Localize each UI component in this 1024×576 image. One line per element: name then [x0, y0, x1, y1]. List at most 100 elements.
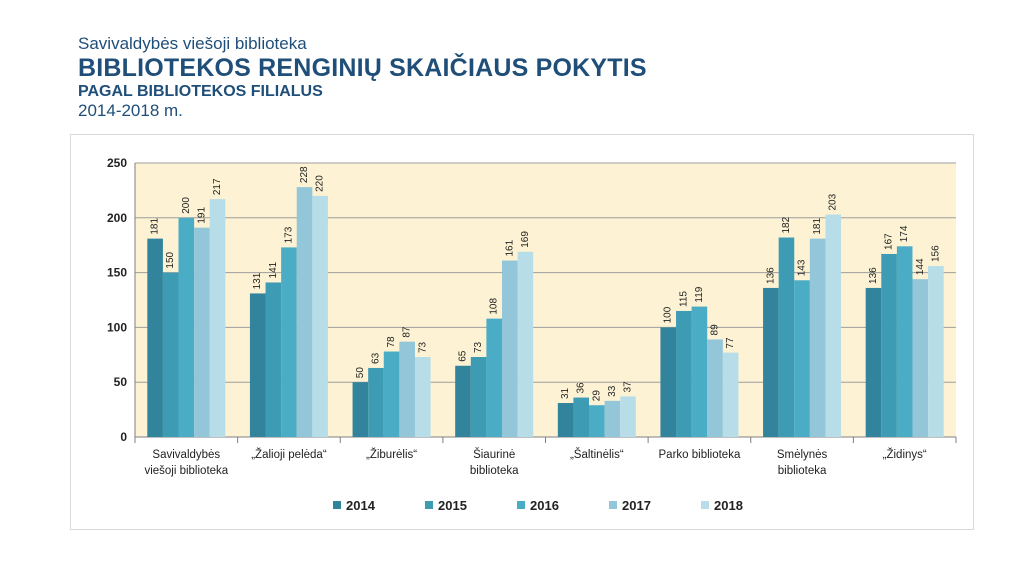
data-label: 89 [710, 324, 721, 336]
data-label: 65 [457, 350, 468, 362]
page-title: BIBLIOTEKOS RENGINIŲ SKAIČIAUS POKYTIS [78, 54, 647, 82]
data-label: 50 [355, 367, 366, 379]
bar [147, 238, 163, 437]
data-label: 141 [268, 261, 279, 278]
data-label: 78 [386, 336, 397, 348]
bar [794, 280, 810, 437]
bar [352, 382, 369, 437]
legend-swatch [333, 501, 341, 509]
data-label: 167 [884, 233, 895, 250]
data-label: 181 [150, 218, 161, 235]
data-label: 37 [623, 381, 634, 393]
bar [881, 253, 897, 437]
data-label: 29 [591, 390, 602, 402]
bar [896, 246, 913, 437]
data-label: 144 [915, 258, 926, 275]
x-tick-label: biblioteka [470, 465, 519, 477]
y-tick-label: 50 [114, 375, 128, 389]
legend-swatch [609, 501, 617, 509]
page-subtitle: PAGAL BIBLIOTEKOS FILIALUS [78, 83, 323, 100]
bar [209, 199, 226, 437]
bar [486, 318, 502, 437]
data-label: 182 [781, 216, 792, 233]
bar [383, 351, 400, 437]
bar [778, 237, 795, 437]
x-tick-label: Savivaldybės [152, 449, 220, 461]
bar [912, 279, 929, 437]
x-tick-label: „Šaltinėlis“ [570, 448, 624, 461]
data-label: 119 [694, 286, 705, 302]
bar [249, 293, 266, 437]
data-label: 77 [725, 337, 736, 349]
data-label: 73 [417, 341, 428, 353]
legend-swatch [425, 501, 433, 509]
bar [194, 227, 210, 437]
legend-label: 2014 [346, 498, 376, 513]
bar [455, 365, 471, 437]
data-label: 217 [212, 178, 223, 195]
data-label: 220 [315, 175, 326, 192]
bar [470, 356, 487, 437]
data-label: 174 [899, 225, 910, 242]
data-label: 33 [607, 385, 618, 397]
y-tick-label: 150 [107, 266, 127, 280]
bar [691, 306, 708, 437]
legend-swatch [517, 501, 525, 509]
data-label: 156 [930, 245, 941, 262]
data-label: 100 [663, 306, 674, 323]
bar [281, 247, 297, 437]
data-label: 136 [765, 267, 776, 284]
data-label: 191 [196, 207, 207, 224]
data-label: 228 [299, 166, 310, 183]
bar [928, 266, 944, 437]
data-label: 150 [165, 251, 176, 268]
data-label: 161 [504, 239, 515, 256]
x-tick-label: „Žalioji pelėda“ [251, 448, 327, 461]
bar [501, 260, 518, 437]
data-label: 36 [576, 382, 587, 394]
x-tick-label: biblioteka [778, 465, 827, 477]
data-label: 143 [797, 259, 808, 276]
bar [296, 187, 313, 437]
data-label: 63 [370, 352, 381, 364]
bar [557, 403, 574, 437]
bar [722, 352, 739, 437]
bar [312, 195, 328, 437]
legend-label: 2015 [438, 498, 467, 513]
bar [676, 310, 692, 437]
data-label: 173 [283, 226, 294, 243]
data-label: 87 [402, 326, 413, 338]
data-label: 181 [812, 218, 823, 235]
bar [399, 341, 415, 437]
bar [865, 287, 882, 437]
bar [660, 327, 677, 437]
y-tick-label: 200 [107, 211, 127, 225]
bar [178, 217, 195, 437]
bar [604, 400, 621, 437]
data-label: 115 [678, 291, 689, 307]
year-range: 2014-2018 m. [78, 101, 183, 120]
bar [162, 272, 179, 437]
y-tick-label: 0 [120, 430, 127, 444]
data-label: 169 [520, 231, 531, 248]
x-tick-label: Smėlynės [777, 449, 828, 461]
bar [573, 397, 590, 437]
data-label: 203 [828, 193, 839, 210]
bar-chart: 0 50 100 150 200 250 181 150 200 191 217 Savivaldyb… [107, 156, 957, 513]
x-tick-label: „Židinys“ [883, 448, 927, 461]
bar [517, 251, 534, 437]
chart-container: 0 50 100 150 200 250 181 150 200 191 217 Savivaldyb… [70, 134, 974, 530]
bar [707, 339, 723, 437]
header: Savivaldybės viešoji biblioteka BIBLIOTE… [78, 34, 647, 121]
y-tick-label: 100 [107, 320, 127, 334]
bar [809, 238, 826, 437]
x-tick-label: Šiaurinė [473, 448, 515, 461]
legend-label: 2017 [622, 498, 651, 513]
data-label: 136 [868, 267, 879, 284]
data-label: 200 [181, 197, 192, 214]
bar [620, 396, 636, 437]
library-name: Savivaldybės viešoji biblioteka [78, 34, 307, 53]
y-tick-label: 250 [107, 156, 127, 170]
bar [825, 214, 842, 437]
